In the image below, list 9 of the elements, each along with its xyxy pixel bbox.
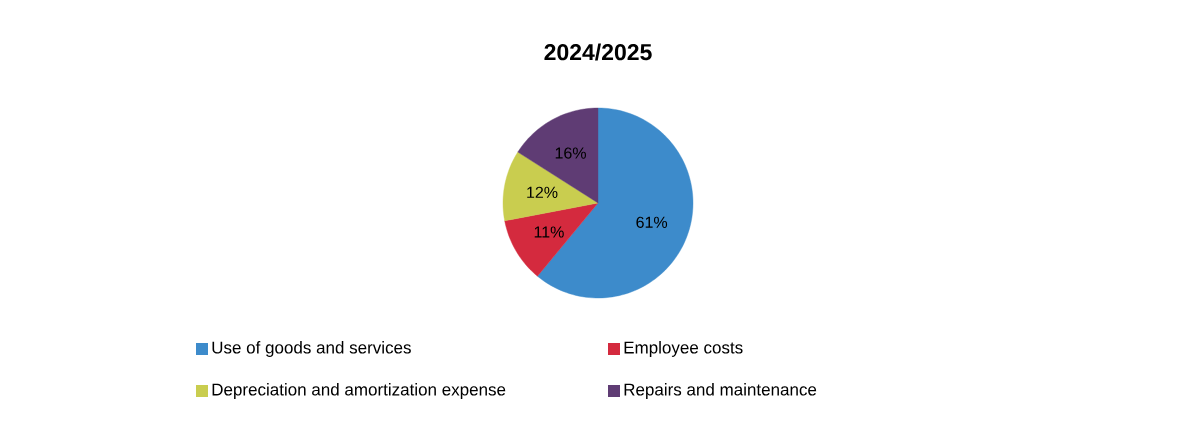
data-label: 11%	[534, 226, 564, 238]
data-label: 16%	[555, 147, 586, 159]
legend-label: Employee costs	[624, 341, 743, 357]
legend-label: Depreciation and amortization expense	[212, 383, 506, 399]
legend-label: Repairs and maintenance	[624, 383, 817, 399]
legend-label: Use of goods and services	[212, 341, 411, 357]
chart-title: 2024/2025	[544, 43, 652, 61]
data-label: 12%	[527, 186, 558, 198]
data-label: 61%	[636, 216, 668, 228]
